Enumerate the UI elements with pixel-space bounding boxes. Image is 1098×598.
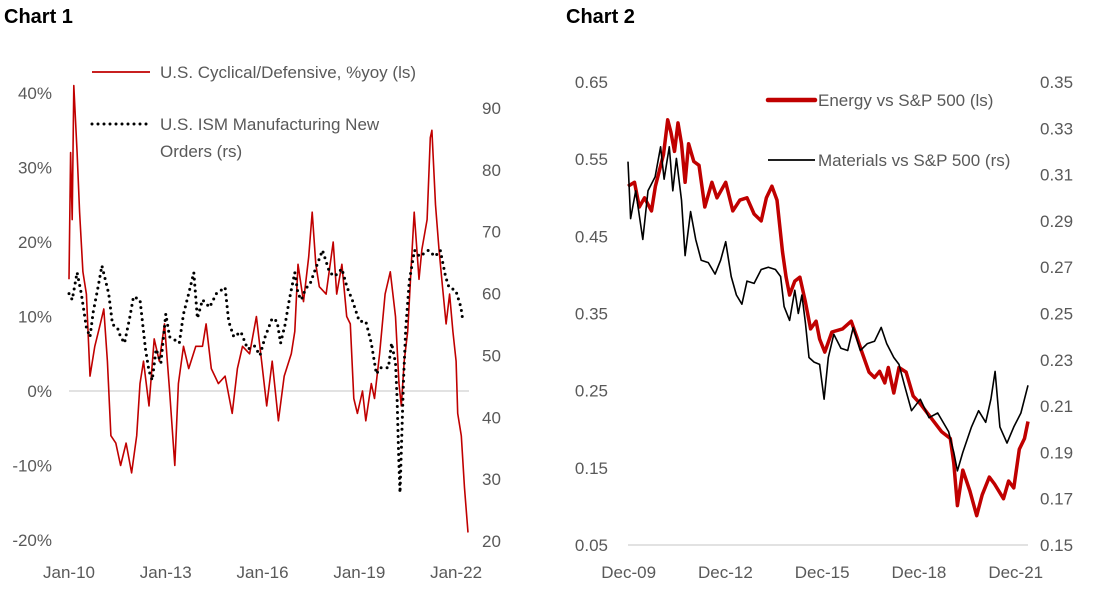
chart-2-title: Chart 2 <box>566 6 635 28</box>
chart-1-series-1-line <box>68 84 469 533</box>
chart-1-right-tick-label: 60 <box>482 285 501 304</box>
chart-1-left-tick-label: 40% <box>18 84 52 103</box>
chart-1-right-tick-label: 70 <box>482 223 501 242</box>
chart-2-right-tick-label: 0.19 <box>1040 443 1073 462</box>
chart-1-series-2-line <box>67 248 464 495</box>
chart-1-x-tick-label: Jan-13 <box>140 563 192 582</box>
chart-1-left-tick-label: 0% <box>27 382 52 401</box>
chart-2-right-tick-label: 0.15 <box>1040 536 1073 555</box>
chart-2-right-tick-label: 0.23 <box>1040 351 1073 370</box>
chart-2-right-tick-label: 0.27 <box>1040 258 1073 277</box>
chart-2-right-tick-label: 0.35 <box>1040 73 1073 92</box>
chart-2-left-tick-label: 0.25 <box>575 382 608 401</box>
chart-1-x-tick-label: Jan-19 <box>333 563 385 582</box>
chart-1-right-tick-label: 20 <box>482 532 501 551</box>
chart-1-right-tick-label: 80 <box>482 161 501 180</box>
chart-2-left-tick-label: 0.35 <box>575 305 608 324</box>
chart-2-legend-label-2: Materials vs S&P 500 (rs) <box>818 151 1010 170</box>
chart-2-series-2-line <box>627 146 1029 472</box>
chart-2-right-tick-label: 0.31 <box>1040 166 1073 185</box>
chart-2-left-tick-label: 0.15 <box>575 459 608 478</box>
chart-2-x-tick-label: Dec-18 <box>892 563 947 582</box>
chart-1-x-tick-label: Jan-16 <box>237 563 289 582</box>
chart-2-x-tick-label: Dec-21 <box>988 563 1043 582</box>
chart-2-legend-label-1: Energy vs S&P 500 (ls) <box>818 91 993 110</box>
chart-1-title: Chart 1 <box>4 6 73 28</box>
chart-1-right-tick-label: 40 <box>482 408 501 427</box>
chart-1-right-tick-label: 30 <box>482 470 501 489</box>
chart-1-x-tick-label: Jan-10 <box>43 563 95 582</box>
chart-1-right-tick-label: 50 <box>482 346 501 365</box>
chart-1-left-tick-label: -10% <box>12 457 52 476</box>
chart-2-right-tick-label: 0.17 <box>1040 490 1073 509</box>
chart-1-left-tick-label: 30% <box>18 159 52 178</box>
chart-2-series-1-line <box>627 118 1030 518</box>
chart-2-right-tick-label: 0.33 <box>1040 119 1073 138</box>
chart-1-legend-label-1: U.S. Cyclical/Defensive, %yoy (ls) <box>160 63 416 82</box>
chart-2-left-tick-label: 0.45 <box>575 227 608 246</box>
chart-1-left-tick-label: 20% <box>18 233 52 252</box>
chart-2-x-tick-label: Dec-15 <box>795 563 850 582</box>
chart-2-x-tick-label: Dec-09 <box>601 563 656 582</box>
chart-2-left-tick-label: 0.55 <box>575 150 608 169</box>
chart-1-legend-label-2: U.S. ISM Manufacturing New Orders (rs) <box>160 115 380 161</box>
chart-2-right-tick-label: 0.25 <box>1040 305 1073 324</box>
chart-1-right-tick-label: 90 <box>482 99 501 118</box>
chart-1-x-tick-label: Jan-22 <box>430 563 482 582</box>
chart-2-right-tick-label: 0.29 <box>1040 212 1073 231</box>
chart-2-left-tick-label: 0.65 <box>575 73 608 92</box>
chart-2-x-tick-label: Dec-12 <box>698 563 753 582</box>
chart-1-left-tick-label: 10% <box>18 308 52 327</box>
chart-2-right-tick-label: 0.21 <box>1040 397 1073 416</box>
chart-1-left-tick-label: -20% <box>12 531 52 550</box>
chart-2-left-tick-label: 0.05 <box>575 536 608 555</box>
